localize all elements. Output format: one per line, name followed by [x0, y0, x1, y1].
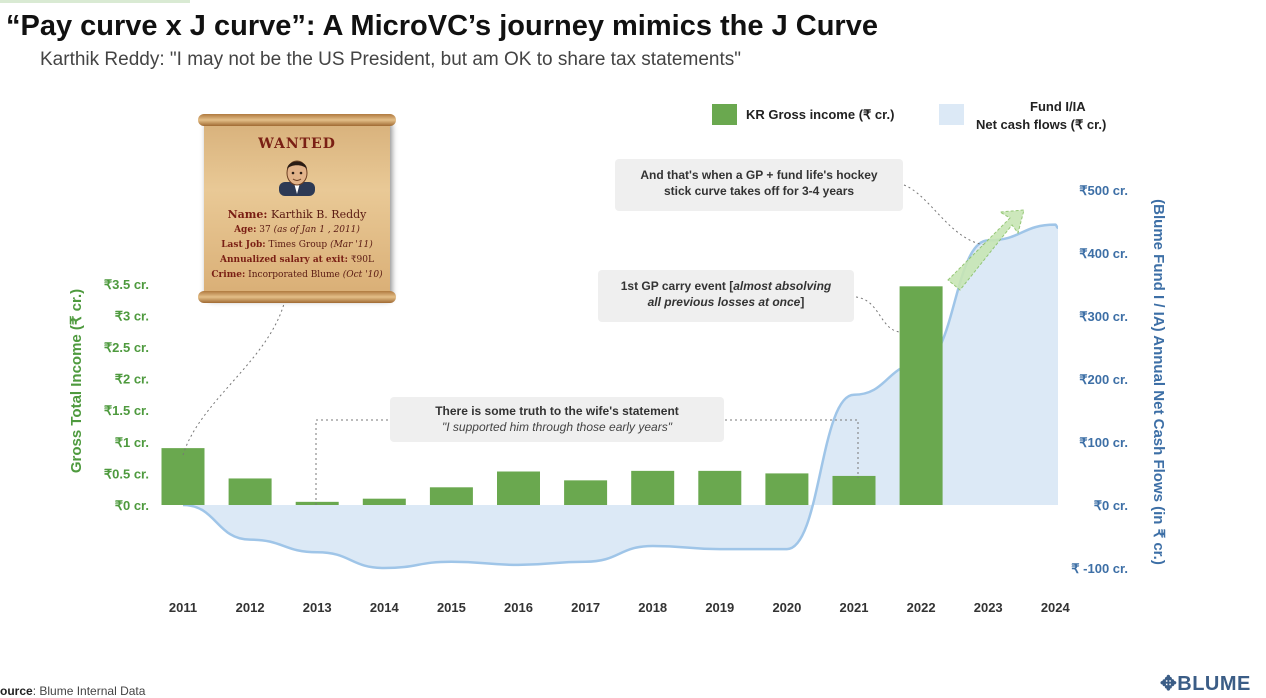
legend-area-swatch	[939, 104, 964, 125]
poster-age-line: Age: 37 (as of Jan 1 , 2011)	[234, 225, 360, 235]
wife-annotation-line2: "I supported him through those early yea…	[442, 420, 672, 434]
wanted-leader-line	[182, 299, 286, 456]
legend-bar-label: KR Gross income (₹ cr.)	[746, 107, 894, 122]
carry-annotation-suffix: ]	[800, 295, 805, 309]
poster-bottom-roll	[198, 291, 396, 303]
carry-annotation-italic1: almost absolving	[733, 279, 832, 293]
poster-salary-line: Annualized salary at exit: ₹90L	[220, 255, 374, 265]
avatar	[279, 160, 315, 196]
bar-2013	[295, 501, 339, 505]
x-tick-label: 2023	[974, 600, 1003, 615]
wanted-poster: WANTED Name: Karthik B. Reddy Age: 37 (a…	[198, 114, 396, 303]
hockey-leader-line	[903, 184, 986, 246]
right-tick-label: ₹200 cr.	[1079, 372, 1128, 387]
x-tick-label: 2017	[571, 600, 600, 615]
x-tick-label: 2011	[169, 600, 197, 615]
bar-2016	[497, 471, 540, 505]
left-tick-label: ₹1 cr.	[115, 435, 149, 450]
legend-bar-swatch	[712, 104, 737, 125]
wife-annotation: There is some truth to the wife's statem…	[390, 397, 724, 442]
left-tick-label: ₹0.5 cr.	[104, 466, 149, 481]
x-tick-label: 2015	[437, 600, 466, 615]
right-tick-label: ₹400 cr.	[1079, 246, 1128, 261]
carry-annotation-prefix: 1st GP carry event [	[620, 279, 734, 293]
source-footer: ource: Blume Internal Data	[0, 684, 145, 698]
bar-2011	[161, 448, 205, 505]
poster-name-line: Name: Karthik B. Reddy	[227, 208, 367, 221]
carry-leader-line	[855, 296, 901, 333]
x-axis-ticks: 2011 2012 2013 2014 2015 2016 2017 2018 2019 2020…	[169, 600, 1071, 615]
right-tick-label: ₹ -100 cr.	[1071, 561, 1128, 576]
poster-job-line: Last Job: Times Group (Mar '11)	[221, 240, 373, 250]
x-tick-label: 2020	[772, 600, 801, 615]
top-accent-line	[0, 0, 190, 3]
poster-heading: WANTED	[258, 136, 336, 152]
right-tick-label: ₹500 cr.	[1079, 183, 1128, 198]
bar-2017	[564, 480, 608, 505]
hockey-arrow	[947, 209, 1025, 291]
right-axis-ticks: ₹ -100 cr. ₹0 cr. ₹100 cr. ₹200 cr. ₹300 cr.…	[1071, 183, 1128, 576]
x-tick-label: 2016	[504, 600, 533, 615]
bar-2014	[362, 498, 406, 505]
wife-leader-right	[725, 419, 859, 478]
right-tick-label: ₹0 cr.	[1094, 498, 1128, 513]
left-tick-label: ₹3.5 cr.	[104, 277, 149, 292]
bar-layer	[161, 286, 943, 505]
brand-logo: ✥BLUME	[1160, 671, 1251, 696]
right-axis-title: (Blume Fund I / IA) Annual Net Cash Flow…	[1150, 199, 1167, 565]
poster-top-roll	[198, 114, 396, 126]
right-tick-label: ₹100 cr.	[1079, 435, 1128, 450]
wife-annotation-line1: There is some truth to the wife's statem…	[435, 404, 679, 418]
hockey-annotation-line2: stick curve takes off for 3-4 years	[663, 184, 855, 198]
bar-2020	[765, 473, 809, 505]
left-tick-label: ₹2 cr.	[115, 372, 149, 387]
x-tick-label: 2012	[236, 600, 265, 615]
x-tick-label: 2018	[638, 600, 667, 615]
left-tick-label: ₹3 cr.	[115, 308, 149, 323]
page-subtitle: Karthik Reddy: "I may not be the US Pres…	[40, 49, 741, 70]
x-tick-label: 2024	[1041, 600, 1071, 615]
page-title: “Pay curve x J curve”: A MicroVC’s journ…	[6, 10, 878, 42]
bar-2012	[228, 478, 272, 505]
bar-2022	[899, 286, 943, 505]
bar-2018	[631, 470, 675, 505]
legend-area-label-line2: Net cash flows (₹ cr.)	[976, 117, 1106, 132]
carry-annotation: 1st GP carry event [almost absolving all…	[598, 270, 854, 322]
x-tick-label: 2022	[907, 600, 936, 615]
left-tick-label: ₹2.5 cr.	[104, 340, 149, 355]
carry-annotation-italic2: all previous losses at once	[647, 295, 801, 309]
annotation-leaders	[182, 184, 986, 505]
left-axis-ticks: ₹0 cr. ₹0.5 cr. ₹1 cr. ₹1.5 cr. ₹2 cr. ₹2.5 c…	[104, 277, 149, 513]
source-value: : Blume Internal Data	[32, 684, 146, 698]
x-tick-label: 2013	[303, 600, 332, 615]
hockey-annotation: And that's when a GP + fund life's hocke…	[615, 159, 903, 211]
x-tick-label: 2014	[370, 600, 400, 615]
legend-area-label-line1: Fund I/IA	[1030, 99, 1086, 114]
wife-leader-left	[315, 419, 390, 505]
source-label: ource	[0, 684, 33, 698]
x-tick-label: 2019	[705, 600, 734, 615]
left-tick-label: ₹1.5 cr.	[104, 403, 149, 418]
bar-2015	[429, 487, 473, 505]
bar-2021	[832, 475, 876, 505]
left-tick-label: ₹0 cr.	[115, 498, 149, 513]
blume-mark-icon: ✥	[1160, 673, 1178, 695]
hockey-annotation-line1: And that's when a GP + fund life's hocke…	[640, 168, 878, 182]
poster-crime-line: Crime: Incorporated Blume (Oct '10)	[211, 270, 383, 280]
brand-name: BLUME	[1177, 673, 1251, 695]
right-tick-label: ₹300 cr.	[1079, 309, 1128, 324]
left-axis-title: Gross Total Income (₹ cr.)	[68, 289, 85, 473]
bar-2019	[698, 470, 742, 505]
x-tick-label: 2021	[840, 600, 869, 615]
